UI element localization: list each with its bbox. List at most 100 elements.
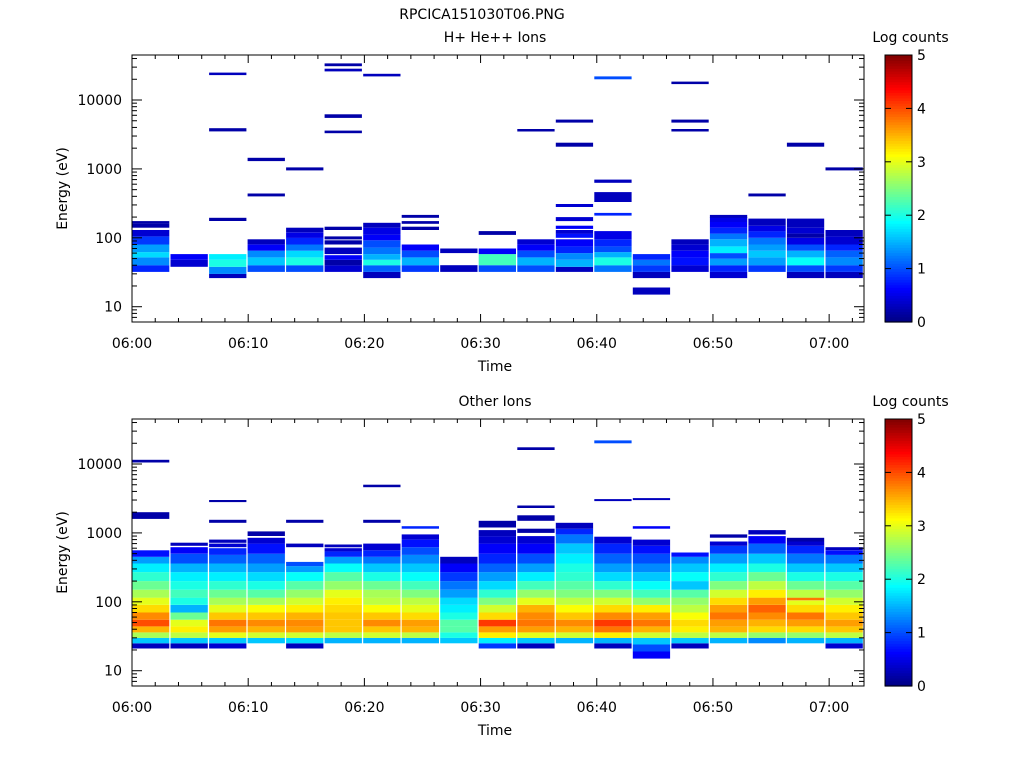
x-axis: 06:00 06:10 06:20 06:30 06:40 06:50 07:00 Time	[112, 55, 853, 375]
spectrogram-cell	[478, 572, 516, 582]
colorbar-tick-label: 1	[917, 626, 926, 642]
spectrogram-cell	[786, 600, 825, 605]
spectrogram-cell	[709, 265, 748, 272]
colorbar-swatch	[885, 276, 912, 280]
spectrogram-cell	[286, 250, 324, 258]
colorbar-swatch	[885, 193, 912, 198]
colorbar-swatch	[885, 557, 912, 562]
spectrogram-cell	[209, 259, 247, 267]
colorbar-swatch	[885, 196, 912, 200]
colorbar-swatch	[885, 308, 912, 312]
colorbar-swatch	[885, 281, 912, 286]
spectrogram-cell	[825, 230, 863, 237]
x-tick-label: 06:00	[112, 336, 152, 352]
spectrogram-cell	[555, 225, 594, 229]
spectrogram-cell	[594, 612, 632, 620]
colorbar-swatch	[885, 257, 912, 262]
colorbar-swatch	[885, 177, 912, 182]
spectrogram-cell	[709, 572, 748, 582]
spectrogram-cell	[825, 612, 863, 620]
spectrogram-cell	[825, 265, 863, 272]
spectrogram-cell	[324, 612, 362, 620]
colorbar-swatch	[885, 419, 912, 423]
colorbar-swatch	[885, 533, 912, 538]
spectrogram-cell	[209, 597, 247, 605]
spectrogram-cell	[748, 589, 786, 598]
spectrogram-cell	[594, 619, 632, 627]
spectrogram-cell	[786, 605, 825, 613]
colorbar-swatch	[885, 68, 912, 72]
spectrogram-cell	[517, 572, 555, 582]
spectrogram-cell	[209, 612, 247, 620]
spectrogram-cell	[132, 221, 170, 224]
spectrogram-cell	[594, 536, 632, 544]
spectrogram-cell	[363, 247, 401, 255]
spectrogram-cell	[517, 447, 555, 450]
colorbar-swatch	[885, 592, 912, 596]
spectrogram-cell	[132, 230, 170, 237]
spectrogram-cell	[825, 550, 863, 555]
colorbar-tick-label: 0	[917, 315, 926, 331]
spectrogram-cell	[209, 643, 247, 649]
spectrogram-cell	[825, 581, 863, 590]
spectrogram-cell	[517, 581, 555, 590]
spectrogram-cell	[132, 223, 170, 228]
colorbar-swatch	[885, 143, 912, 147]
spectrogram-cell	[594, 231, 632, 240]
spectrogram-cell	[825, 626, 863, 633]
spectrogram-cell	[247, 239, 285, 245]
spectrogram-cell	[478, 626, 516, 633]
spectrogram-cell	[555, 528, 594, 535]
colorbar-swatch	[885, 544, 912, 548]
x-axis: 06:00 06:10 06:20 06:30 06:40 06:50 07:00 Time	[112, 419, 853, 739]
spectrogram-cell	[363, 581, 401, 590]
spectrogram-cell	[786, 237, 825, 245]
spectrogram-cell	[440, 626, 478, 633]
colorbar-swatch	[885, 319, 912, 323]
spectrogram-cell	[555, 626, 594, 633]
spectrogram-cell	[401, 589, 439, 598]
spectrogram-cell	[786, 250, 825, 258]
spectrogram-cell	[671, 552, 709, 557]
colorbar-swatch	[885, 55, 912, 59]
spectrogram-cell	[632, 619, 671, 627]
colorbar-swatch	[885, 571, 912, 575]
spectrogram-cell	[748, 237, 786, 245]
spectrogram-cell	[555, 522, 594, 529]
spectrogram-cell	[517, 505, 555, 508]
y-tick-label: 10	[104, 664, 122, 680]
colorbar-swatch	[885, 209, 912, 214]
spectrogram-cell	[401, 534, 439, 540]
spectrogram-cell	[324, 637, 362, 644]
spectrogram-cell	[401, 619, 439, 627]
colorbar-tick-label: 1	[917, 262, 926, 278]
spectrogram-cell	[825, 589, 863, 598]
spectrogram-cell	[555, 612, 594, 620]
plot-frame	[131, 54, 865, 323]
spectrogram-cell	[132, 612, 170, 620]
colorbar-swatch	[885, 531, 912, 535]
spectrogram-cell	[132, 236, 170, 245]
spectrogram-cell	[709, 253, 748, 259]
colorbar-swatch	[885, 515, 912, 519]
spectrogram-cell	[247, 597, 285, 605]
spectrogram-cell	[748, 530, 786, 535]
colorbar-swatch	[885, 504, 912, 508]
y-tick-label: 10000	[77, 457, 122, 473]
spectrogram-cell	[632, 265, 671, 272]
x-tick-label: 06:50	[693, 336, 733, 352]
spectrogram-cell	[671, 643, 709, 649]
colorbar-swatch	[885, 675, 912, 679]
colorbar-swatch	[885, 597, 912, 602]
colorbar-swatch	[885, 581, 912, 586]
plot-frame	[131, 418, 865, 687]
spectrogram-cell	[209, 626, 247, 633]
colorbar-swatch	[885, 464, 912, 468]
spectrogram-cell	[286, 543, 324, 548]
colorbar-swatch	[885, 643, 912, 647]
spectrogram-cell	[478, 520, 516, 528]
colorbar-swatch	[885, 584, 912, 588]
spectrogram-cell	[170, 254, 208, 260]
spectrogram-cell	[170, 637, 208, 644]
colorbar-swatch	[885, 249, 912, 254]
